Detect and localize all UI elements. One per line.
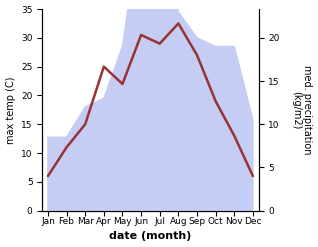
Y-axis label: max temp (C): max temp (C) bbox=[5, 76, 16, 144]
Y-axis label: med. precipitation
(kg/m2): med. precipitation (kg/m2) bbox=[291, 65, 313, 155]
X-axis label: date (month): date (month) bbox=[109, 231, 192, 242]
